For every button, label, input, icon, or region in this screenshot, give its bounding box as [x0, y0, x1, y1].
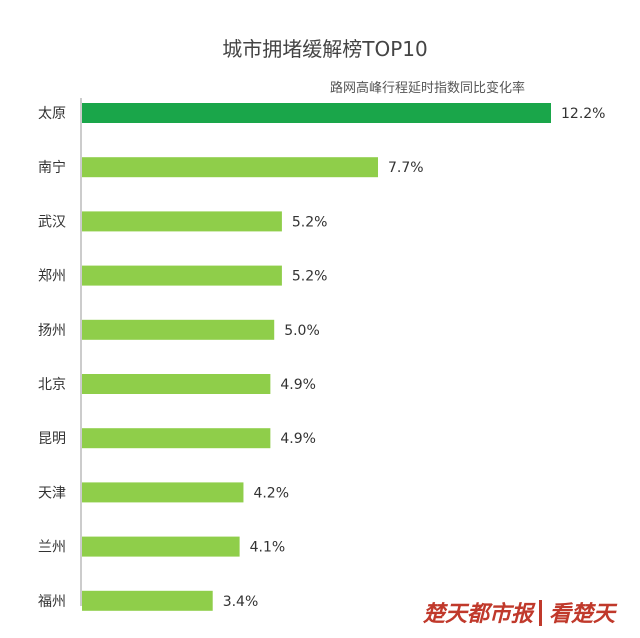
bar-6 [82, 374, 271, 394]
category-label-1: 太原 [38, 106, 66, 122]
category-label-8: 天津 [38, 485, 66, 501]
value-label-5: 5.0% [284, 323, 320, 339]
watermark: 楚天都市报 看楚天 [422, 600, 618, 627]
chart-subtitle: 路网高峰行程延时指数同比变化率 [330, 80, 525, 96]
value-label-1: 12.2% [561, 106, 605, 122]
watermark-right-text: 看楚天 [549, 601, 618, 627]
value-label-9: 4.1% [250, 540, 286, 556]
category-label-10: 福州 [38, 594, 66, 610]
value-label-6: 4.9% [280, 377, 316, 393]
category-label-2: 南宁 [38, 159, 66, 176]
category-label-7: 昆明 [38, 431, 66, 447]
value-label-8: 4.2% [253, 485, 289, 501]
value-label-4: 5.2% [292, 269, 328, 285]
bars-group [82, 103, 551, 611]
bar-7 [82, 428, 271, 449]
value-labels: 12.2% 7.7% 5.2% 5.2% 5.0% 4.9% 4.9% 4.2% 4.1% 3.4… [223, 106, 606, 610]
watermark-divider [539, 600, 542, 626]
bar-9 [82, 536, 240, 557]
category-label-6: 北京 [38, 377, 66, 393]
value-label-3: 5.2% [292, 214, 328, 230]
category-label-5: 扬州 [38, 323, 66, 339]
category-label-4: 郑州 [38, 269, 66, 285]
watermark-left-text: 楚天都市报 [422, 601, 536, 627]
value-label-2: 7.7% [388, 160, 424, 176]
category-label-9: 兰州 [38, 540, 66, 556]
bar-4 [82, 265, 282, 286]
bar-1 [82, 103, 551, 123]
category-label-3: 武汉 [38, 214, 66, 230]
value-label-7: 4.9% [280, 431, 316, 447]
bar-5 [82, 319, 275, 340]
bar-8 [82, 482, 244, 503]
chart-title: 城市拥堵缓解榜TOP10 [222, 37, 427, 61]
value-label-10: 3.4% [223, 594, 259, 610]
bar-3 [82, 211, 282, 232]
bar-10 [82, 590, 213, 611]
bar-2 [82, 157, 379, 178]
